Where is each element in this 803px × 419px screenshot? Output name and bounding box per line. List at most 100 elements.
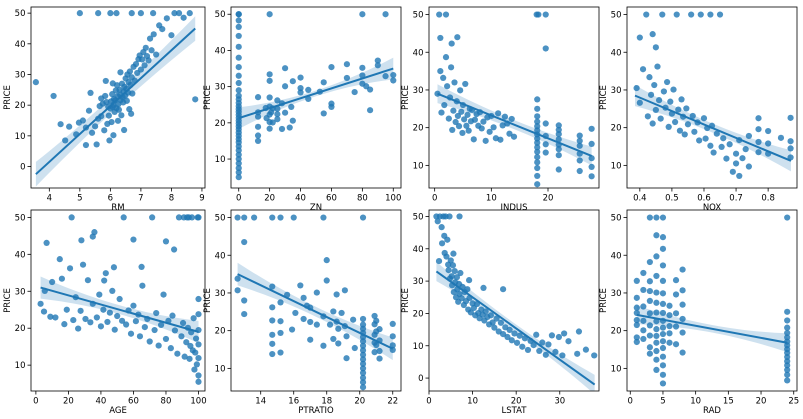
data-point bbox=[281, 83, 289, 90]
data-point bbox=[534, 148, 541, 155]
data-point bbox=[269, 214, 276, 221]
x-tick-label: 10 bbox=[690, 397, 701, 407]
data-point bbox=[78, 237, 85, 244]
data-point bbox=[127, 330, 135, 337]
axes-frame bbox=[428, 209, 600, 392]
chart-panel-6: 14 16 18 20 22 10 20 30 40 50 PTRATIO PRICE bbox=[203, 209, 402, 416]
y-tick-label: 50 bbox=[413, 11, 424, 21]
data-point bbox=[653, 366, 660, 373]
data-point bbox=[653, 309, 660, 316]
data-point bbox=[534, 172, 541, 180]
data-point bbox=[644, 113, 651, 120]
data-point bbox=[784, 317, 791, 324]
data-point bbox=[98, 95, 105, 102]
marks-layer bbox=[37, 214, 202, 385]
data-point bbox=[132, 60, 140, 68]
data-point bbox=[376, 326, 383, 333]
x-tick-label: 40 bbox=[295, 194, 306, 204]
chart-panel-4: 0.4 0.5 0.6 0.7 0.8 10 20 30 40 50 NOX PRICE bbox=[599, 6, 798, 213]
y-tick-label: 10 bbox=[611, 364, 622, 374]
data-point bbox=[114, 312, 121, 320]
data-point bbox=[449, 262, 457, 269]
x-tick-label: 20 bbox=[511, 397, 522, 407]
data-point bbox=[486, 128, 493, 135]
data-point bbox=[179, 319, 187, 327]
data-point bbox=[524, 346, 532, 354]
data-point bbox=[137, 66, 144, 73]
y-tick-label: 50 bbox=[413, 212, 424, 222]
data-point bbox=[636, 99, 643, 106]
data-point bbox=[129, 90, 136, 97]
data-point bbox=[454, 112, 461, 120]
x-tick-label: 5 bbox=[77, 194, 82, 204]
data-point bbox=[305, 95, 312, 103]
data-point bbox=[79, 261, 87, 268]
data-point bbox=[653, 232, 660, 239]
data-point bbox=[52, 314, 59, 321]
data-point bbox=[491, 324, 498, 331]
data-point bbox=[707, 11, 714, 18]
data-point bbox=[359, 347, 367, 354]
data-point bbox=[636, 34, 643, 41]
data-point bbox=[102, 270, 109, 277]
data-point bbox=[351, 344, 358, 352]
data-point bbox=[235, 63, 242, 71]
data-point bbox=[450, 250, 457, 257]
x-axis-label: NOX bbox=[703, 203, 722, 213]
data-point bbox=[576, 142, 583, 149]
data-point bbox=[716, 11, 724, 18]
data-point bbox=[58, 275, 65, 282]
x-tick-label: 0.6 bbox=[697, 194, 711, 204]
data-point bbox=[438, 224, 445, 231]
data-point bbox=[300, 294, 307, 301]
data-point bbox=[313, 321, 320, 328]
data-point bbox=[659, 380, 667, 387]
data-point bbox=[118, 317, 126, 324]
data-point bbox=[555, 146, 562, 153]
data-point bbox=[679, 329, 686, 336]
x-tick-label: 40 bbox=[96, 397, 107, 407]
data-point bbox=[672, 323, 680, 330]
data-point bbox=[159, 25, 166, 33]
data-point bbox=[145, 57, 152, 64]
data-point bbox=[100, 306, 107, 313]
data-point bbox=[582, 346, 590, 353]
data-point bbox=[269, 304, 276, 311]
data-point bbox=[651, 81, 658, 89]
data-point bbox=[162, 335, 170, 343]
data-point bbox=[681, 131, 688, 138]
data-point bbox=[183, 339, 190, 346]
data-point bbox=[659, 362, 667, 369]
data-point bbox=[495, 110, 502, 117]
x-tick-label: 15 bbox=[723, 397, 734, 407]
data-point bbox=[659, 245, 667, 252]
data-point bbox=[672, 310, 680, 317]
data-point bbox=[659, 300, 667, 307]
x-tick-label: 20 bbox=[63, 397, 74, 407]
y-tick-label: 20 bbox=[413, 124, 424, 134]
data-point bbox=[373, 341, 380, 349]
data-point bbox=[784, 329, 791, 337]
data-point bbox=[153, 309, 160, 317]
data-point bbox=[286, 124, 293, 131]
data-point bbox=[269, 340, 276, 347]
data-point bbox=[254, 132, 262, 139]
data-point bbox=[57, 121, 64, 128]
data-point bbox=[235, 43, 242, 50]
data-point bbox=[374, 62, 381, 69]
data-point bbox=[659, 11, 666, 18]
data-point bbox=[328, 103, 335, 111]
data-point bbox=[506, 130, 513, 137]
data-point bbox=[672, 341, 680, 348]
data-point bbox=[452, 118, 459, 126]
y-tick-label: 30 bbox=[215, 289, 226, 299]
data-point bbox=[132, 318, 139, 325]
y-tick-label: 30 bbox=[215, 83, 226, 93]
data-point bbox=[504, 333, 511, 341]
data-point bbox=[679, 349, 686, 356]
data-point bbox=[732, 150, 740, 157]
data-point bbox=[501, 113, 509, 120]
data-point bbox=[138, 263, 145, 270]
data-point bbox=[633, 277, 640, 284]
data-point bbox=[691, 128, 698, 135]
